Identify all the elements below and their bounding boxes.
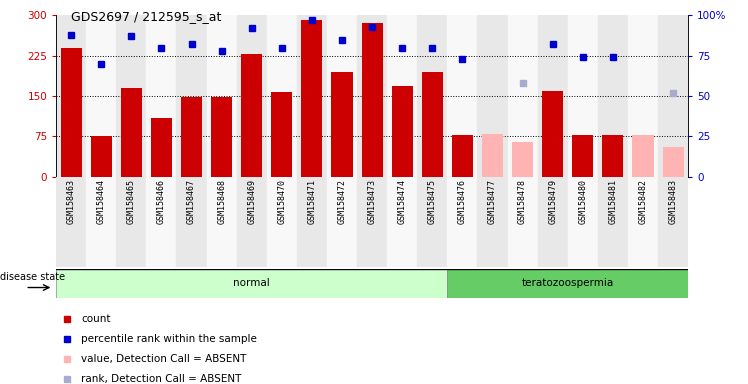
Text: GSM158474: GSM158474	[398, 179, 407, 224]
Text: GSM158476: GSM158476	[458, 179, 467, 224]
Bar	[628, 15, 658, 177]
Text: GSM158477: GSM158477	[488, 179, 497, 224]
Bar	[327, 15, 357, 177]
Bar	[658, 177, 688, 267]
Bar	[422, 72, 443, 177]
Text: GSM158481: GSM158481	[608, 179, 617, 224]
Bar	[357, 15, 387, 177]
Text: GSM158483: GSM158483	[669, 179, 678, 224]
Bar	[602, 135, 623, 177]
Bar	[598, 15, 628, 177]
Bar	[482, 134, 503, 177]
Bar	[508, 15, 538, 177]
Bar	[56, 269, 447, 298]
Bar	[357, 177, 387, 267]
Text: percentile rank within the sample: percentile rank within the sample	[82, 334, 257, 344]
Bar	[542, 91, 563, 177]
Text: GDS2697 / 212595_s_at: GDS2697 / 212595_s_at	[71, 10, 221, 23]
Text: GSM158478: GSM158478	[518, 179, 527, 224]
Text: GSM158475: GSM158475	[428, 179, 437, 224]
Text: GSM158470: GSM158470	[278, 179, 286, 224]
Bar	[86, 177, 116, 267]
Bar	[211, 97, 232, 177]
Bar	[241, 54, 263, 177]
Bar	[568, 177, 598, 267]
Bar	[267, 177, 297, 267]
Bar	[392, 86, 413, 177]
Bar	[447, 15, 477, 177]
Bar	[177, 177, 206, 267]
Bar	[116, 15, 147, 177]
Bar	[477, 177, 508, 267]
Bar	[512, 142, 533, 177]
Bar	[417, 177, 447, 267]
Bar	[116, 177, 147, 267]
Bar	[272, 92, 292, 177]
Text: GSM158464: GSM158464	[96, 179, 105, 224]
Bar	[177, 15, 206, 177]
Text: GSM158467: GSM158467	[187, 179, 196, 224]
Bar	[147, 177, 177, 267]
Bar	[477, 15, 508, 177]
Text: GSM158479: GSM158479	[548, 179, 557, 224]
Text: normal: normal	[233, 278, 270, 288]
Text: GSM158472: GSM158472	[337, 179, 346, 224]
Bar	[633, 135, 654, 177]
Bar	[86, 15, 116, 177]
Text: GSM158482: GSM158482	[639, 179, 648, 224]
Bar	[327, 177, 357, 267]
Bar	[598, 177, 628, 267]
Bar	[658, 15, 688, 177]
Bar	[387, 177, 417, 267]
Bar	[206, 15, 236, 177]
Text: count: count	[82, 314, 111, 324]
Text: teratozoospermia: teratozoospermia	[521, 278, 614, 288]
Text: GSM158465: GSM158465	[127, 179, 136, 224]
Bar	[91, 136, 111, 177]
Bar	[56, 15, 86, 177]
Bar	[267, 15, 297, 177]
Bar	[361, 23, 383, 177]
Bar	[181, 97, 202, 177]
Bar	[56, 177, 86, 267]
Bar	[297, 177, 327, 267]
Bar	[206, 177, 236, 267]
Text: GSM158463: GSM158463	[67, 179, 76, 224]
Bar	[628, 177, 658, 267]
Text: GSM158468: GSM158468	[217, 179, 226, 224]
Bar	[151, 118, 172, 177]
Text: disease state: disease state	[0, 272, 65, 283]
Bar	[301, 20, 322, 177]
Bar	[236, 177, 267, 267]
Bar	[538, 177, 568, 267]
Text: value, Detection Call = ABSENT: value, Detection Call = ABSENT	[82, 354, 247, 364]
Bar	[447, 269, 688, 298]
Text: GSM158471: GSM158471	[307, 179, 316, 224]
Bar	[568, 15, 598, 177]
Bar	[236, 15, 267, 177]
Text: GSM158480: GSM158480	[578, 179, 587, 224]
Bar	[417, 15, 447, 177]
Text: GSM158466: GSM158466	[157, 179, 166, 224]
Bar	[121, 88, 142, 177]
Bar	[387, 15, 417, 177]
Bar	[297, 15, 327, 177]
Bar	[452, 135, 473, 177]
Text: rank, Detection Call = ABSENT: rank, Detection Call = ABSENT	[82, 374, 242, 384]
Bar	[331, 72, 352, 177]
Bar	[538, 15, 568, 177]
Text: GSM158469: GSM158469	[248, 179, 257, 224]
Bar	[61, 48, 82, 177]
Bar	[663, 147, 684, 177]
Bar	[572, 135, 593, 177]
Bar	[147, 15, 177, 177]
Text: GSM158473: GSM158473	[367, 179, 377, 224]
Bar	[508, 177, 538, 267]
Bar	[447, 177, 477, 267]
